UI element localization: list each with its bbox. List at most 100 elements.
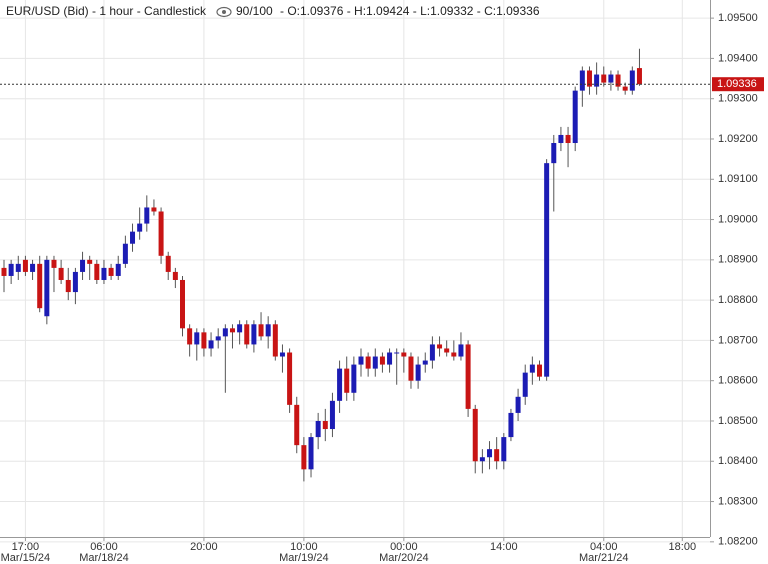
candle-body [258, 324, 264, 337]
candle-body [37, 263, 43, 309]
candle-body [379, 356, 385, 365]
y-tick-label: 1.09400 [718, 52, 758, 64]
candle-body [72, 271, 78, 293]
candle-body [130, 231, 136, 244]
labels: 1.08200 1.08300 1.08400 1.08500 1.08600 1.087… [0, 12, 764, 564]
candle-body [608, 74, 614, 83]
candle-body [508, 412, 514, 438]
candle-body [301, 445, 307, 470]
ohlc-readout: - O:1.09376 - H:1.09424 - L:1.09332 - C:… [280, 4, 540, 18]
x-tick-label: 18:00 [669, 541, 697, 553]
candle-body [408, 356, 414, 381]
candle-body [208, 340, 214, 349]
x-tick-label: 04:00 [590, 541, 618, 553]
candle-body [222, 328, 228, 337]
candle-body [287, 352, 293, 405]
candle-body [244, 324, 250, 345]
candle-body [215, 336, 221, 341]
candle-body [194, 332, 200, 345]
candle-body [579, 70, 585, 91]
candle-body [322, 420, 328, 430]
y-tick-label: 1.08200 [718, 536, 758, 548]
x-date-label: Mar/21/24 [579, 552, 629, 564]
candle-body [429, 344, 435, 361]
x-tick-label: 00:00 [390, 541, 418, 553]
candle-body [465, 344, 471, 409]
y-tick-label: 1.09000 [718, 213, 758, 225]
x-tick-label: 06:00 [90, 541, 118, 553]
candle-body [65, 279, 71, 293]
candle-body [558, 134, 564, 144]
candle-body [294, 404, 300, 446]
x-date-label: Mar/15/24 [1, 552, 51, 564]
candle-body [394, 352, 400, 354]
y-tick-label: 1.08900 [718, 254, 758, 266]
last-price-label: 1.09336 [717, 78, 757, 90]
candle-body [279, 352, 285, 357]
candle-body [458, 344, 464, 357]
candle-body [272, 324, 278, 357]
candle-body [265, 324, 271, 337]
candle-body [137, 223, 143, 232]
candle-body [401, 352, 407, 357]
candle-body [94, 263, 100, 280]
candle-body [58, 267, 64, 280]
candle-body [315, 420, 321, 438]
candle-body [387, 352, 393, 365]
candle-body [544, 163, 550, 377]
candle-body [15, 263, 21, 272]
candle-body [358, 356, 364, 365]
candle-body [415, 364, 421, 381]
candle-body [522, 372, 528, 397]
candle-body [601, 74, 607, 83]
candle-body [365, 356, 371, 369]
candle-body [586, 70, 592, 87]
candle-body [451, 352, 457, 357]
x-tick-label: 14:00 [490, 541, 518, 553]
candle-body [337, 368, 343, 401]
candle-body [80, 259, 86, 272]
candle-body [201, 332, 207, 349]
candle-body [51, 259, 57, 268]
candle-body [479, 457, 485, 462]
candle-body [251, 324, 257, 345]
candle-body [180, 279, 185, 329]
candle-body [594, 74, 600, 87]
candle-body [229, 328, 235, 333]
candle-body [501, 437, 507, 462]
candle-body [158, 211, 164, 256]
candle-body [372, 356, 378, 369]
candle-body [422, 360, 428, 365]
y-tick-label: 1.09500 [718, 12, 758, 24]
candle-body [565, 134, 571, 144]
candle-body [437, 344, 443, 349]
candle-body [144, 207, 150, 224]
x-date-label: Mar/20/24 [379, 552, 429, 564]
chart-title: EUR/USD (Bid) - 1 hour - Candlestick [6, 4, 207, 18]
x-date-label: Mar/19/24 [279, 552, 329, 564]
candle-body [615, 74, 621, 87]
candle-body [44, 259, 50, 317]
y-tick-label: 1.09100 [718, 173, 758, 185]
candle-body [487, 449, 493, 458]
candle-body [622, 86, 628, 91]
x-tick-label: 17:00 [12, 541, 40, 553]
candle-body [30, 263, 36, 272]
y-tick-label: 1.08300 [718, 495, 758, 507]
candle-body [472, 408, 478, 462]
candle-body [22, 259, 28, 272]
candle-body [629, 70, 635, 91]
candle-body [351, 364, 357, 393]
candle-body [329, 400, 335, 430]
candle-body [151, 207, 157, 212]
candle-body [515, 396, 521, 413]
candle-body [308, 437, 314, 470]
candle-body [87, 259, 93, 264]
last-price-tag [712, 77, 764, 92]
x-tick-label: 20:00 [190, 541, 218, 553]
candle-body [537, 364, 542, 377]
candle-body [187, 328, 193, 345]
y-tick-label: 1.09300 [718, 93, 758, 105]
